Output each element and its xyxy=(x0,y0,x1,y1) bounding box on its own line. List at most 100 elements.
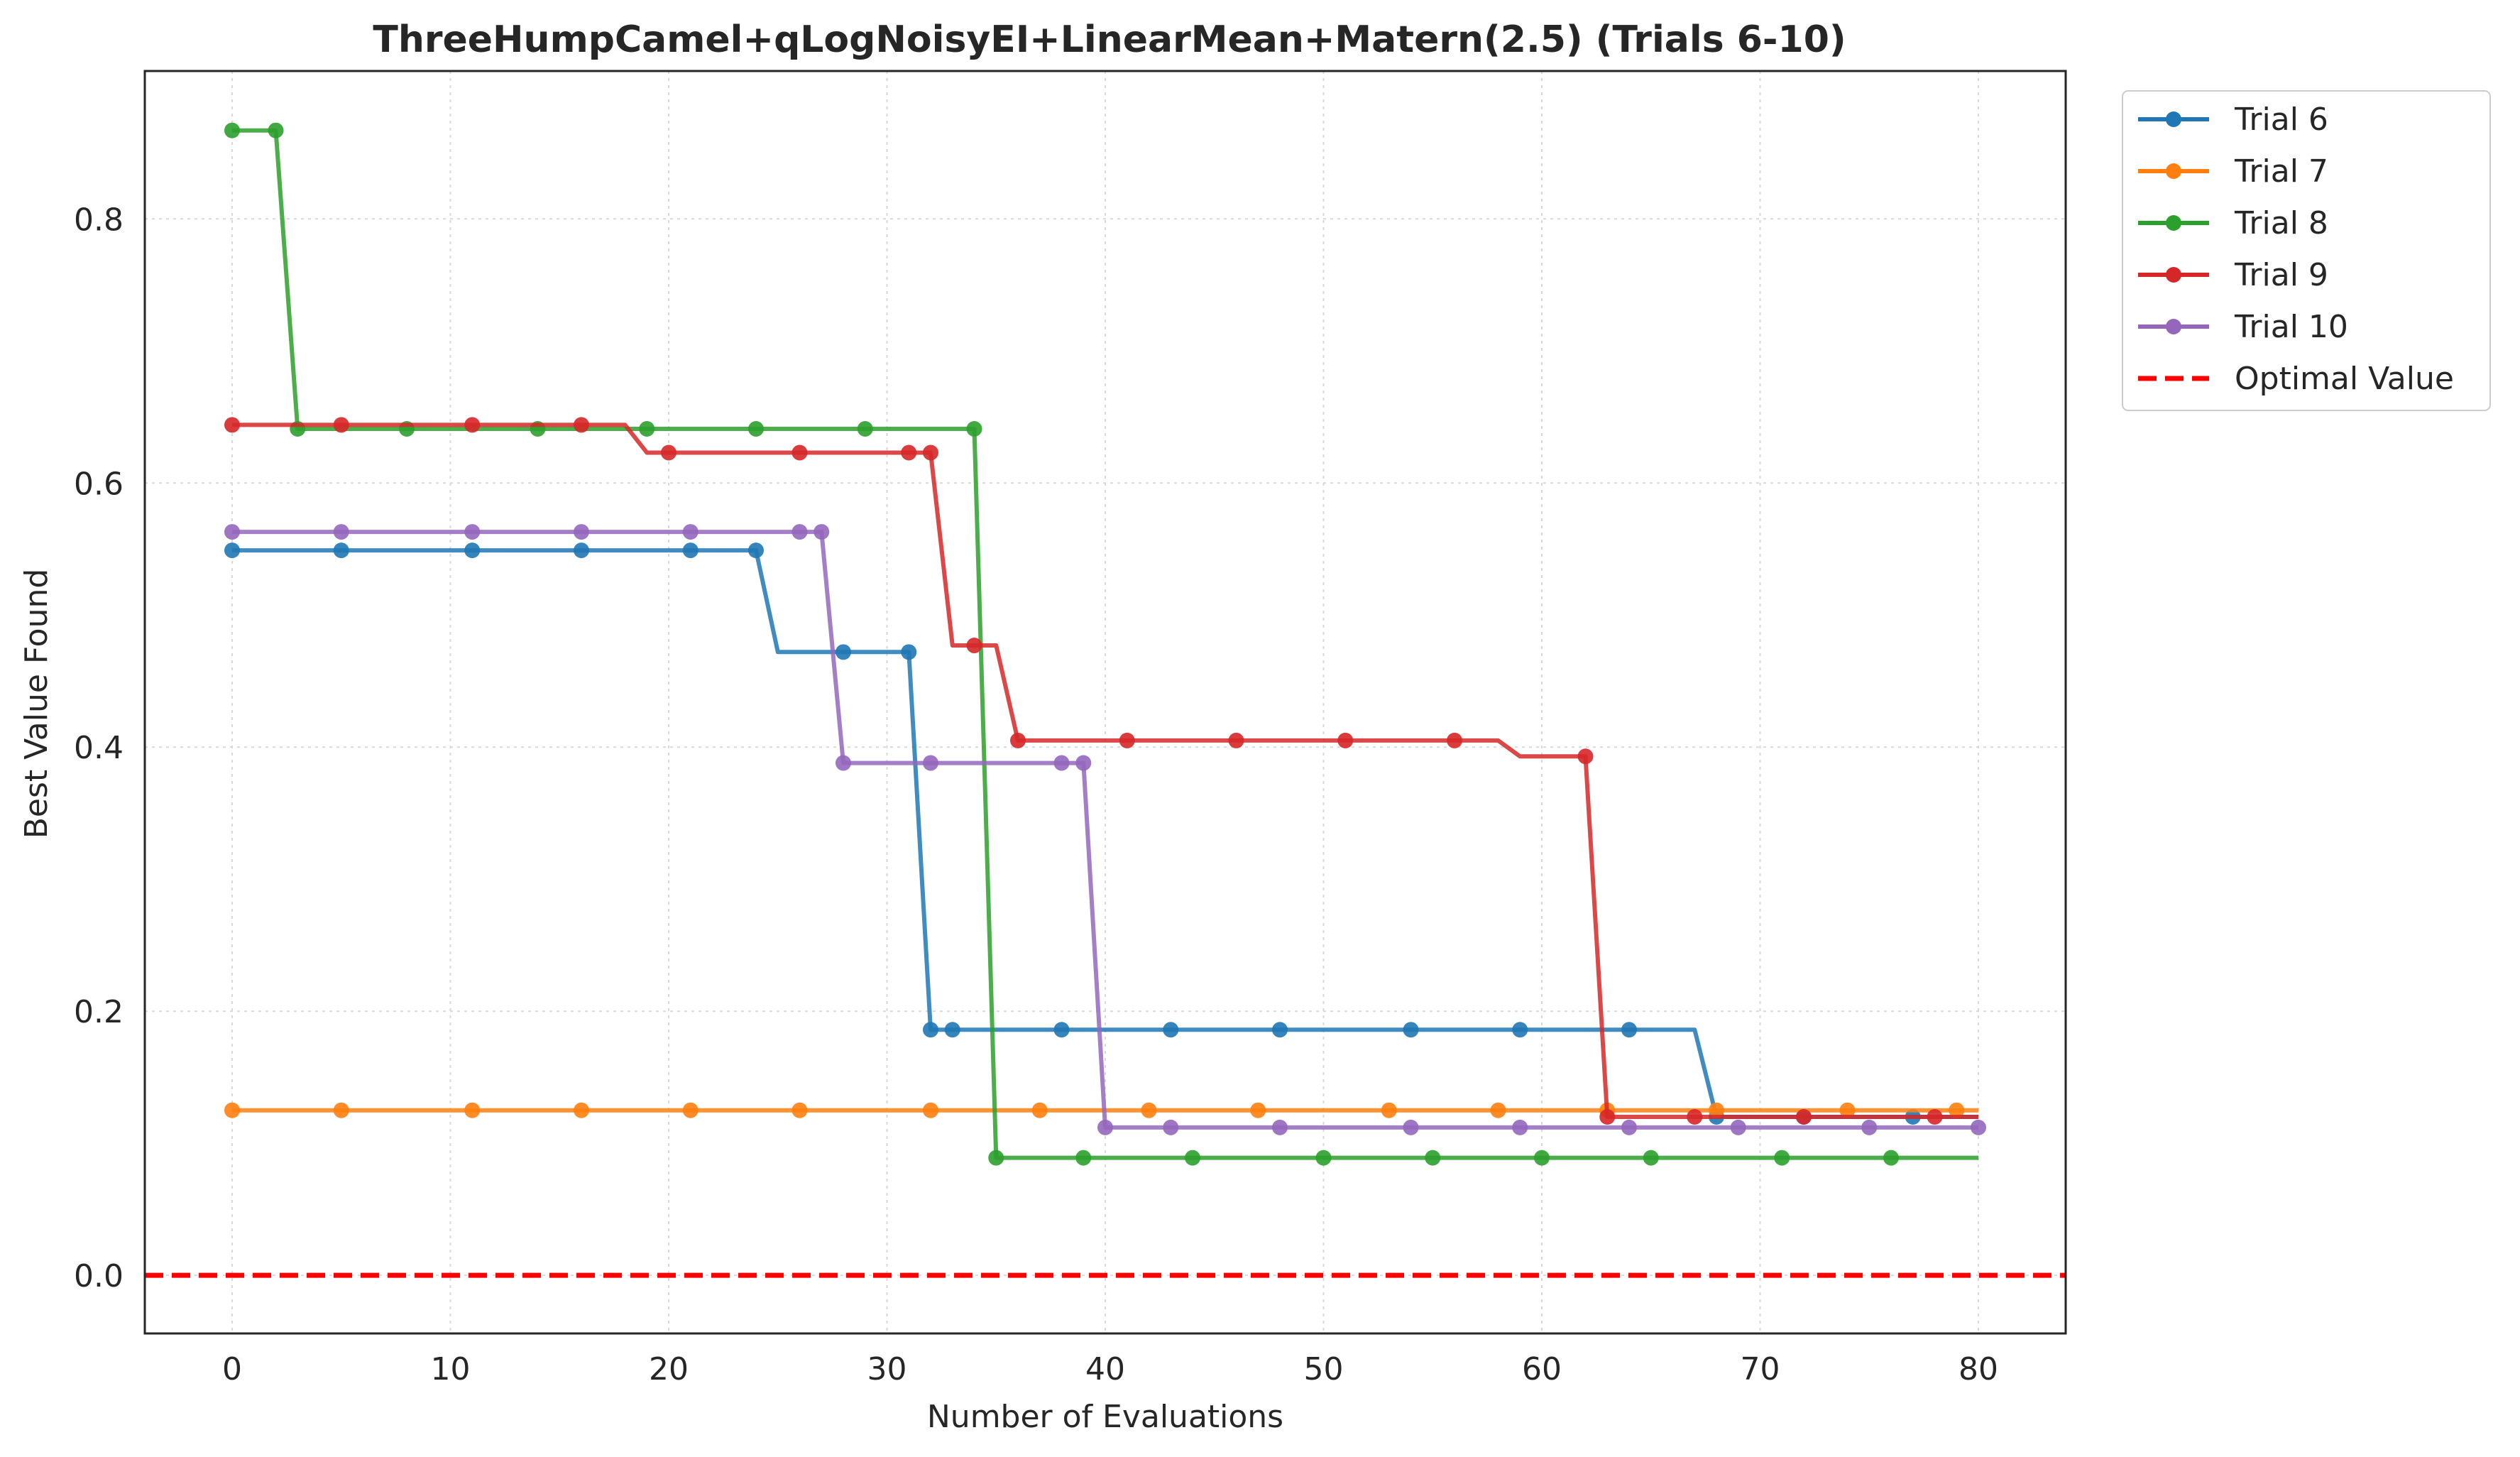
legend-marker xyxy=(2166,111,2181,127)
legend-marker xyxy=(2166,267,2181,283)
y-tick-label: 0.4 xyxy=(74,730,124,766)
x-tick-label: 80 xyxy=(1959,1351,1998,1387)
data-point-trial-10 xyxy=(791,524,808,540)
data-point-trial-7 xyxy=(682,1102,699,1118)
x-tick-label: 20 xyxy=(649,1351,689,1387)
y-tick-label: 0.2 xyxy=(74,994,124,1030)
legend-marker xyxy=(2166,215,2181,231)
data-point-trial-6 xyxy=(574,542,589,559)
data-point-trial-6 xyxy=(1621,1022,1637,1038)
data-point-trial-10 xyxy=(1053,755,1070,771)
legend-entry: Trial 7 xyxy=(2138,153,2328,190)
data-point-trial-9 xyxy=(1119,732,1135,748)
legend-entry: Trial 9 xyxy=(2138,257,2328,293)
data-point-trial-9 xyxy=(1577,748,1594,765)
legend-entry: Trial 6 xyxy=(2138,102,2328,138)
data-point-trial-10 xyxy=(1512,1119,1528,1135)
data-point-trial-8 xyxy=(1883,1150,1899,1166)
data-point-trial-10 xyxy=(1730,1119,1746,1135)
data-point-trial-6 xyxy=(224,542,240,559)
legend-label: Trial 10 xyxy=(2234,309,2348,345)
data-point-trial-7 xyxy=(1250,1102,1266,1118)
chart-title: ThreeHumpCamel+qLogNoisyEI+LinearMean+Ma… xyxy=(373,18,1846,61)
data-point-trial-6 xyxy=(944,1022,960,1038)
y-tick-label: 0.0 xyxy=(74,1258,124,1294)
data-point-trial-8 xyxy=(1534,1150,1550,1166)
data-point-trial-9 xyxy=(574,417,589,433)
data-point-trial-8 xyxy=(857,421,873,437)
legend: Trial 6 Trial 7 Trial 8 Trial 9 Trial 10 Opti… xyxy=(2122,90,2491,411)
data-point-trial-10 xyxy=(333,524,349,540)
data-point-trial-7 xyxy=(1490,1102,1506,1118)
data-point-trial-10 xyxy=(574,524,589,540)
series-trial-10 xyxy=(224,524,1986,1135)
data-point-trial-9 xyxy=(1796,1108,1812,1125)
data-point-trial-8 xyxy=(1425,1150,1441,1166)
series-trial-9 xyxy=(224,417,1978,1125)
data-point-trial-9 xyxy=(1228,732,1244,748)
y-axis: 0.0 0.2 0.4 0.6 0.8 xyxy=(74,202,124,1294)
x-axis-label: Number of Evaluations xyxy=(927,1399,1283,1435)
data-point-trial-6 xyxy=(923,1022,938,1038)
x-axis: 0 10 20 30 40 50 60 70 80 xyxy=(222,1351,1998,1387)
data-point-trial-6 xyxy=(682,542,699,559)
data-point-trial-7 xyxy=(1141,1102,1157,1118)
x-tick-label: 70 xyxy=(1741,1351,1780,1387)
data-point-trial-7 xyxy=(464,1102,481,1118)
x-tick-label: 60 xyxy=(1522,1351,1562,1387)
series-line-trial-6 xyxy=(232,548,1978,1119)
data-point-trial-10 xyxy=(1861,1119,1878,1135)
data-point-trial-10 xyxy=(1621,1119,1637,1135)
data-point-trial-7 xyxy=(1949,1102,1965,1118)
data-point-trial-9 xyxy=(1337,732,1354,748)
data-point-trial-7 xyxy=(1709,1102,1724,1118)
data-point-trial-6 xyxy=(1403,1022,1419,1038)
data-point-trial-10 xyxy=(1075,755,1092,771)
data-point-trial-9 xyxy=(966,638,982,654)
data-point-trial-8 xyxy=(748,421,764,437)
x-tick-label: 30 xyxy=(867,1351,907,1387)
legend-marker xyxy=(2166,163,2181,179)
data-point-trial-6 xyxy=(901,644,917,660)
data-point-trial-10 xyxy=(923,755,938,771)
data-point-trial-8 xyxy=(224,122,240,138)
legend-label: Trial 8 xyxy=(2234,205,2328,241)
data-point-trial-10 xyxy=(1097,1119,1113,1135)
data-point-trial-9 xyxy=(1599,1108,1616,1125)
legend-entry: Trial 8 xyxy=(2138,205,2328,241)
data-point-trial-6 xyxy=(836,644,851,660)
data-point-trial-9 xyxy=(1447,732,1462,748)
data-point-trial-6 xyxy=(464,542,481,559)
x-tick-label: 40 xyxy=(1085,1351,1125,1387)
data-point-trial-8 xyxy=(639,421,655,437)
data-point-trial-7 xyxy=(1839,1102,1856,1118)
data-point-trial-7 xyxy=(791,1102,808,1118)
data-point-trial-10 xyxy=(1163,1119,1179,1135)
data-point-trial-10 xyxy=(836,755,851,771)
data-point-trial-6 xyxy=(1163,1022,1179,1038)
x-tick-label: 50 xyxy=(1304,1351,1344,1387)
data-point-trial-9 xyxy=(923,444,938,461)
data-point-trial-9 xyxy=(791,444,808,461)
data-point-trial-9 xyxy=(1010,732,1026,748)
legend-label: Trial 6 xyxy=(2234,102,2328,138)
data-point-trial-9 xyxy=(661,444,676,461)
data-point-trial-8 xyxy=(1185,1150,1200,1166)
legend-label: Trial 7 xyxy=(2234,153,2328,190)
legend-box xyxy=(2122,90,2491,411)
data-point-trial-9 xyxy=(1687,1108,1703,1125)
data-point-trial-10 xyxy=(682,524,699,540)
series-line-trial-8 xyxy=(232,128,1978,1160)
data-point-trial-10 xyxy=(224,524,240,540)
y-axis-label: Best Value Found xyxy=(18,569,55,839)
data-point-trial-6 xyxy=(1272,1022,1288,1038)
data-point-trial-7 xyxy=(574,1102,589,1118)
data-point-trial-6 xyxy=(1512,1022,1528,1038)
legend-entry: Optimal Value xyxy=(2138,361,2454,397)
data-point-trial-10 xyxy=(464,524,481,540)
data-point-trial-6 xyxy=(1053,1022,1070,1038)
y-tick-label: 0.8 xyxy=(74,202,124,238)
plot-area xyxy=(145,122,2066,1278)
